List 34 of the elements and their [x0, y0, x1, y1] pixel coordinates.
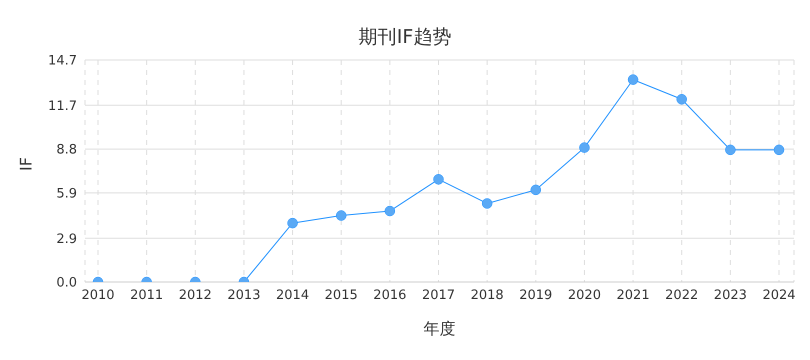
- x-tick-label: 2023: [714, 288, 747, 304]
- x-tick-label: 2014: [276, 288, 310, 304]
- point: [579, 142, 590, 153]
- x-tick-label: 2013: [227, 288, 260, 304]
- y-tick-label: 11.7: [48, 98, 77, 114]
- x-tick-label: 2012: [178, 288, 212, 304]
- y-tick-label: 8.8: [56, 142, 77, 158]
- x-tick-label: 2018: [470, 288, 504, 304]
- point: [774, 144, 784, 156]
- y-tick-label: 14.7: [48, 54, 77, 69]
- chart-title: 期刊IF趋势: [358, 25, 452, 50]
- x-tick-label: 2011: [130, 288, 164, 304]
- x-tick-label: 2022: [665, 288, 698, 304]
- x-tick-label: 2021: [616, 288, 650, 304]
- x-tick-label: 2010: [81, 288, 115, 304]
- x-tick-label: 2015: [324, 288, 358, 304]
- x-tick-label: 2019: [519, 288, 552, 304]
- x-tick-label: 2016: [373, 288, 406, 304]
- point: [384, 206, 396, 216]
- y-tick-label: 2.9: [56, 232, 77, 247]
- x-axis-title: 年度: [424, 319, 456, 338]
- y-tick-label: 0.0: [56, 276, 77, 291]
- point: [433, 174, 444, 185]
- point: [482, 198, 492, 209]
- point: [530, 184, 542, 196]
- point: [336, 210, 346, 221]
- y-tick-label: 5.9: [56, 186, 77, 202]
- x-tick-label: 2024: [762, 288, 796, 304]
- point: [725, 144, 736, 156]
- x-tick-label: 2020: [568, 288, 601, 304]
- point: [676, 94, 687, 105]
- y-axis-title: IF: [16, 157, 36, 171]
- x-tick-label: 2017: [422, 288, 456, 304]
- point: [287, 218, 298, 228]
